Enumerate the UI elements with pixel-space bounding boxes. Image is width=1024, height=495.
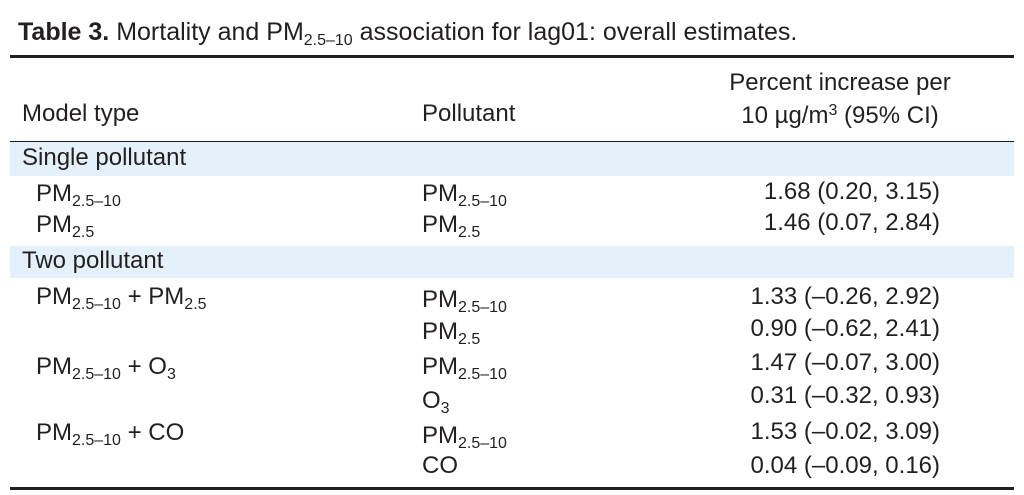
value-cell: 0.04 (–0.09, 0.16) [750, 452, 940, 479]
table-number: Table 3. [18, 18, 110, 46]
header-rule [10, 141, 1014, 142]
pollutant-cell: PM2.5–10 [422, 353, 507, 383]
pollutant-cell: CO [422, 452, 458, 479]
section-label-two: Two pollutant [22, 247, 164, 274]
header-percent-increase: Percent increase per 10 µg/m3 (95% CI) [660, 66, 1020, 132]
pollutant-cell: O3 [422, 387, 450, 417]
header-pollutant: Pollutant [422, 100, 516, 127]
value-cell: 1.46 (0.07, 2.84) [763, 209, 940, 236]
pollutant-cell: PM2.5–10 [422, 286, 507, 316]
bottom-rule [10, 487, 1014, 490]
pollutant-cell: PM2.5 [422, 318, 481, 348]
value-cell: 1.33 (–0.26, 2.92) [750, 283, 940, 310]
header-model-type: Model type [22, 100, 140, 127]
header-percent-line2: 10 µg/m3 (95% CI) [741, 102, 939, 129]
pollutant-cell: PM2.5 [422, 211, 481, 241]
title-text-after: association for lag01: overall estimates… [352, 18, 798, 46]
model-cell: PM2.5–10 + O3 [36, 353, 176, 383]
value-cell: 1.68 (0.20, 3.15) [763, 178, 940, 205]
section-label-single: Single pollutant [22, 144, 187, 171]
pollutant-cell: PM2.5–10 [422, 180, 507, 210]
table-title: Table 3. Mortality and PM2.5–10 associat… [18, 18, 798, 49]
value-cell: 1.47 (–0.07, 3.00) [750, 349, 940, 376]
model-cell: PM2.5–10 + PM2.5 [36, 283, 207, 313]
model-cell: PM2.5–10 [36, 180, 121, 210]
model-cell: PM2.5–10 + CO [36, 419, 185, 449]
title-text-before: Mortality and PM [116, 18, 304, 46]
section-band-two [10, 246, 1014, 278]
header-percent-line1: Percent increase per [729, 69, 951, 96]
top-rule [10, 55, 1014, 58]
value-cell: 0.31 (–0.32, 0.93) [750, 382, 940, 409]
title-subscript: 2.5–10 [303, 32, 353, 49]
section-band-single [10, 142, 1014, 176]
model-cell: PM2.5 [36, 211, 95, 241]
value-cell: 1.53 (–0.02, 3.09) [750, 418, 940, 445]
value-cell: 0.90 (–0.62, 2.41) [750, 315, 940, 342]
pollutant-cell: PM2.5–10 [422, 422, 507, 452]
